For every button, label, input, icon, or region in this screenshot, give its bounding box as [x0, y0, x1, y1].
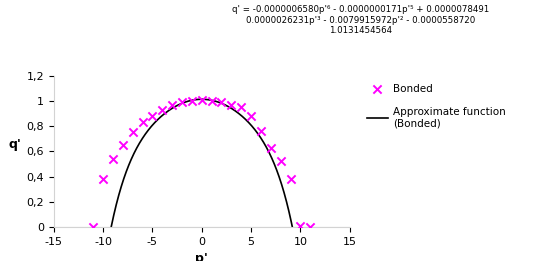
Bonded	[247, 114, 256, 118]
Bonded	[277, 159, 285, 164]
Bonded	[118, 143, 127, 147]
Bonded	[168, 103, 176, 107]
Approximate function
(Bonded)	[289, 225, 295, 228]
Approximate function
(Bonded)	[161, 112, 168, 115]
Bonded	[306, 225, 315, 229]
Bonded	[217, 100, 226, 104]
Bonded	[178, 100, 186, 104]
Approximate function
(Bonded)	[203, 98, 210, 101]
Bonded	[158, 108, 167, 112]
Approximate function
(Bonded)	[204, 98, 210, 101]
Bonded	[188, 99, 196, 103]
Bonded	[197, 98, 206, 102]
Approximate function
(Bonded)	[199, 98, 205, 101]
Bonded	[237, 105, 245, 109]
X-axis label: p': p'	[195, 252, 208, 261]
Bonded	[129, 130, 137, 135]
Bonded	[138, 120, 147, 124]
Bonded	[89, 225, 97, 229]
Bonded	[109, 157, 117, 161]
Bonded	[148, 114, 157, 118]
Y-axis label: q': q'	[9, 138, 22, 151]
Approximate function
(Bonded)	[108, 225, 115, 228]
Approximate function
(Bonded)	[118, 186, 124, 189]
Bonded	[207, 99, 216, 103]
Bonded	[227, 103, 236, 107]
Legend: Bonded, Approximate function
(Bonded): Bonded, Approximate function (Bonded)	[364, 81, 509, 131]
Text: q' = -0.0000006580p'⁶ - 0.0000000171p'⁵ + 0.0000078491
0.0000026231p'³ - 0.00799: q' = -0.0000006580p'⁶ - 0.0000000171p'⁵ …	[232, 5, 489, 35]
Bonded	[257, 129, 265, 133]
Approximate function
(Bonded)	[173, 105, 179, 108]
Bonded	[99, 177, 108, 181]
Line: Approximate function
(Bonded): Approximate function (Bonded)	[111, 99, 292, 227]
Bonded	[266, 145, 275, 150]
Bonded	[286, 177, 295, 181]
Bonded	[296, 224, 305, 228]
Approximate function
(Bonded)	[208, 99, 215, 102]
